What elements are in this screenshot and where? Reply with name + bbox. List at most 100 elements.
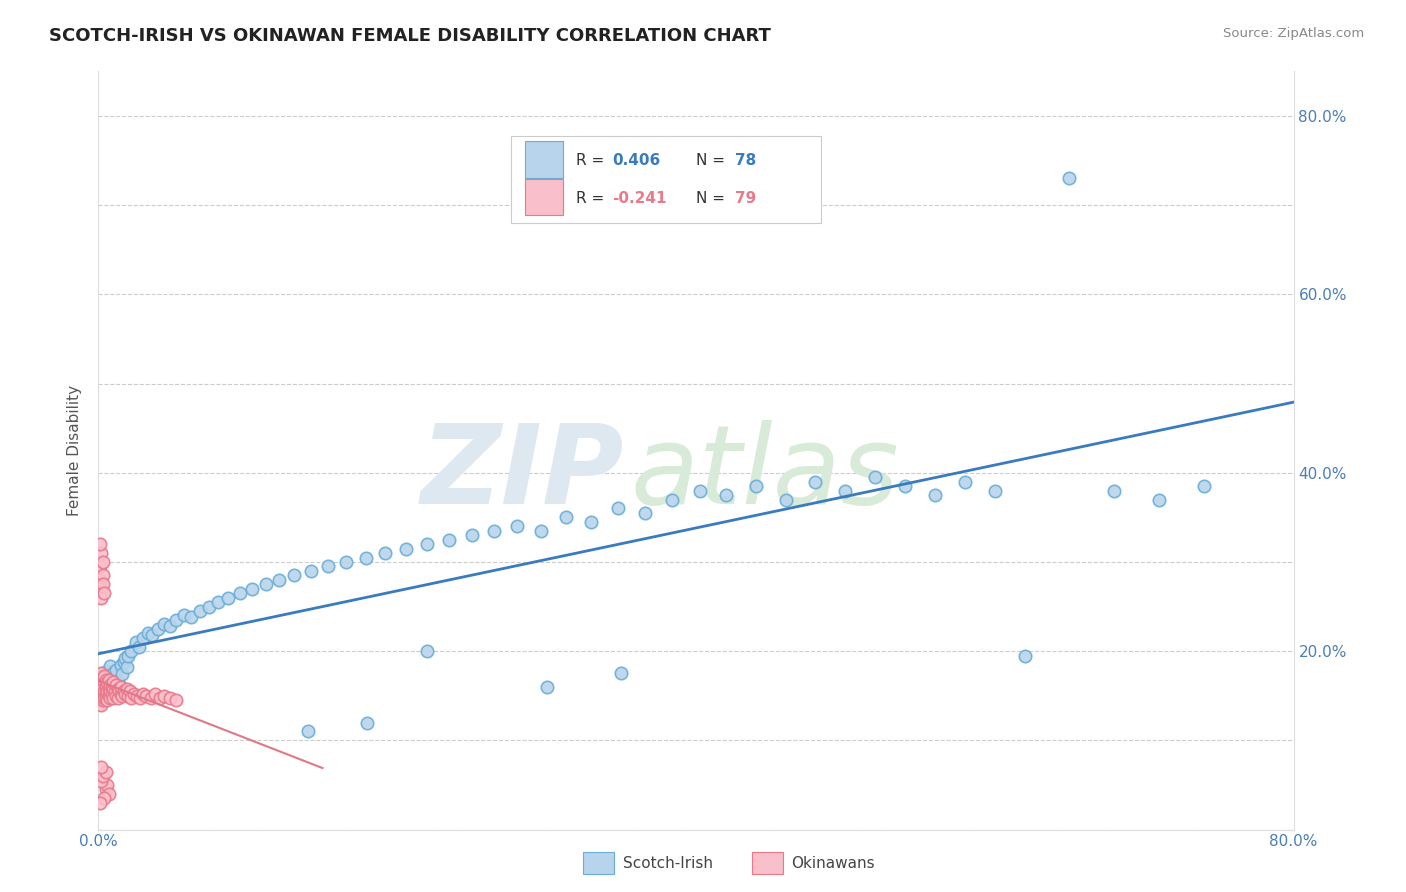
Point [173, 608, 195, 623]
Point [953, 475, 976, 489]
Point [125, 635, 148, 649]
Point [416, 644, 439, 658]
Point [90, 669, 112, 683]
Point [97, 673, 120, 687]
Point [89, 671, 111, 685]
Point [91, 555, 114, 569]
Point [1014, 648, 1036, 663]
Point [94, 678, 117, 692]
Point [207, 595, 229, 609]
Point [229, 586, 252, 600]
Point [132, 631, 155, 645]
Point [374, 546, 396, 560]
Point [165, 693, 187, 707]
Point [1147, 492, 1170, 507]
Point [395, 541, 418, 556]
Point [94, 782, 117, 797]
Point [89, 680, 111, 694]
Point [139, 690, 162, 705]
Text: 79: 79 [735, 191, 756, 206]
Point [103, 690, 125, 705]
Point [153, 617, 176, 632]
Text: ZIP: ZIP [420, 420, 624, 526]
Text: 0.406: 0.406 [613, 153, 661, 169]
Point [96, 684, 118, 698]
Point [117, 689, 139, 703]
Point [775, 492, 797, 507]
Point [865, 470, 887, 484]
Point [107, 690, 129, 705]
Point [110, 657, 132, 672]
Point [110, 680, 132, 694]
Text: R =: R = [576, 191, 610, 206]
Point [804, 475, 827, 489]
Point [101, 680, 124, 694]
Point [111, 689, 134, 703]
Text: atlas: atlas [630, 420, 898, 526]
Text: Source: ZipAtlas.com: Source: ZipAtlas.com [1223, 27, 1364, 40]
Point [124, 687, 146, 701]
Point [90, 666, 112, 681]
Point [530, 524, 553, 538]
Point [356, 715, 378, 730]
Point [90, 582, 112, 596]
Point [135, 689, 157, 703]
Point [188, 604, 211, 618]
Point [894, 479, 917, 493]
Point [97, 681, 120, 696]
Point [217, 591, 239, 605]
Point [132, 687, 155, 701]
Point [120, 644, 142, 658]
Point [607, 501, 630, 516]
Point [128, 640, 150, 654]
Point [118, 684, 141, 698]
Point [536, 680, 558, 694]
Point [96, 693, 118, 707]
Point [89, 796, 111, 810]
Text: 78: 78 [735, 153, 756, 169]
Point [94, 764, 117, 779]
Point [506, 519, 529, 533]
Point [89, 559, 111, 574]
Point [141, 628, 163, 642]
Point [98, 659, 122, 673]
Point [159, 619, 181, 633]
Point [484, 524, 506, 538]
Point [924, 488, 946, 502]
Point [103, 681, 125, 696]
FancyBboxPatch shape [524, 141, 564, 178]
Point [254, 577, 277, 591]
Point [93, 675, 115, 690]
Text: N =: N = [696, 191, 730, 206]
Point [745, 479, 768, 493]
Point [129, 690, 152, 705]
Point [101, 680, 124, 694]
Point [111, 667, 134, 681]
Point [1192, 479, 1215, 493]
Point [283, 568, 305, 582]
Point [354, 550, 377, 565]
Point [115, 681, 138, 696]
Text: Okinawans: Okinawans [792, 855, 875, 871]
Point [93, 684, 115, 698]
Text: R =: R = [576, 153, 610, 169]
Point [318, 559, 340, 574]
Point [661, 492, 683, 507]
Point [115, 660, 138, 674]
Point [610, 666, 633, 681]
Point [101, 687, 124, 701]
Point [180, 610, 202, 624]
Point [91, 769, 114, 783]
Point [107, 674, 129, 689]
Point [1059, 171, 1081, 186]
Point [112, 655, 135, 669]
Point [105, 663, 128, 677]
Point [91, 568, 114, 582]
Point [93, 791, 115, 805]
Point [108, 684, 131, 698]
Point [714, 488, 737, 502]
Point [136, 626, 159, 640]
Point [94, 684, 117, 698]
Point [112, 684, 135, 698]
Point [93, 690, 115, 705]
